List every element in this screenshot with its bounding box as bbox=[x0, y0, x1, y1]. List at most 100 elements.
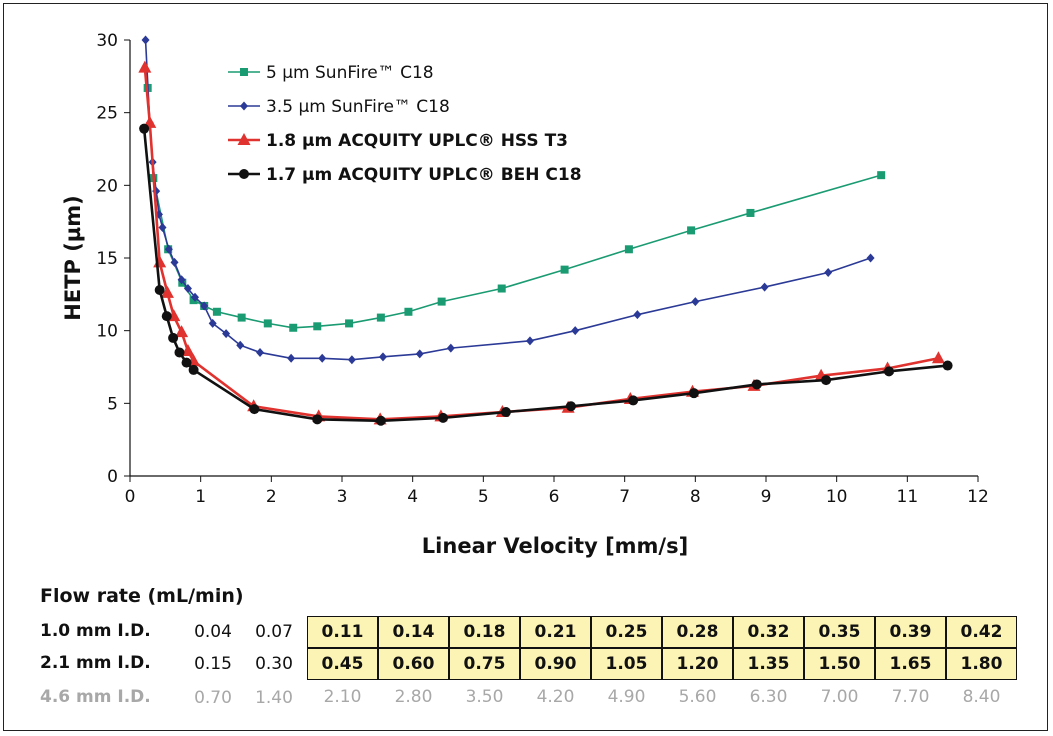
data-point-square bbox=[437, 297, 446, 306]
data-point-square bbox=[746, 208, 755, 217]
flow-value-cell: 0.32 bbox=[733, 616, 804, 648]
data-point-diamond bbox=[446, 343, 455, 353]
data-point-diamond bbox=[571, 326, 580, 336]
data-point-diamond bbox=[378, 352, 387, 362]
flow-value-plain: 1.40 bbox=[255, 688, 293, 708]
data-point-diamond bbox=[183, 284, 192, 294]
series-diamond bbox=[141, 35, 875, 365]
flow-value-plain: 0.70 bbox=[194, 688, 232, 708]
x-tick-label: 0 bbox=[125, 487, 136, 507]
data-point-square bbox=[240, 68, 248, 76]
series-square bbox=[143, 83, 886, 332]
data-point-circle bbox=[942, 360, 953, 371]
flow-value-cell: 1.20 bbox=[662, 648, 733, 680]
figure-frame bbox=[3, 3, 1048, 731]
data-point-square bbox=[560, 265, 569, 274]
flow-value-cell: 1.35 bbox=[733, 648, 804, 680]
data-point-diamond bbox=[415, 349, 424, 359]
data-point-circle bbox=[239, 169, 249, 179]
x-tick-label: 2 bbox=[266, 487, 277, 507]
flow-value-plain: 2.80 bbox=[394, 687, 433, 707]
data-point-diamond bbox=[691, 297, 700, 307]
data-point-diamond bbox=[236, 340, 245, 350]
legend-entry: 5 µm SunFire™ C18 bbox=[228, 63, 434, 83]
flow-value-plain: 0.15 bbox=[194, 654, 232, 674]
data-point-circle bbox=[188, 364, 199, 375]
flow-value-cell: 0.11 bbox=[307, 616, 378, 648]
flow-value-cell: 0.90 bbox=[520, 648, 591, 680]
flow-value-plain: 0.07 bbox=[255, 622, 293, 642]
flow-value-plain: 4.90 bbox=[607, 687, 646, 707]
data-point-circle bbox=[168, 332, 179, 343]
flow-rate-title: Flow rate (mL/min) bbox=[40, 585, 244, 607]
flow-value-cell: 0.18 bbox=[449, 616, 520, 648]
data-point-square bbox=[345, 319, 354, 328]
x-tick-label: 9 bbox=[761, 487, 772, 507]
x-tick-label: 5 bbox=[478, 487, 489, 507]
data-point-circle bbox=[161, 311, 172, 322]
data-point-diamond bbox=[347, 355, 356, 365]
data-point-circle bbox=[174, 347, 185, 358]
data-point-diamond bbox=[287, 353, 296, 363]
flow-value-plain: 2.10 bbox=[323, 687, 362, 707]
data-point-triangle bbox=[175, 325, 189, 338]
y-axis-label: HETP (µm) bbox=[61, 195, 85, 320]
data-point-triangle bbox=[181, 344, 195, 357]
legend-label: 3.5 µm SunFire™ C18 bbox=[266, 97, 450, 117]
data-point-circle bbox=[500, 407, 511, 418]
series-triangle bbox=[138, 60, 945, 425]
data-point-circle bbox=[751, 379, 762, 390]
flow-value-cell: 1.65 bbox=[875, 648, 946, 680]
data-point-circle bbox=[375, 415, 386, 426]
flow-value-cell: 0.35 bbox=[804, 616, 875, 648]
legend-label: 5 µm SunFire™ C18 bbox=[266, 63, 434, 83]
flow-value-plain: 3.50 bbox=[465, 687, 504, 707]
data-point-diamond bbox=[525, 336, 534, 346]
data-point-circle bbox=[821, 375, 832, 386]
flow-value-plain: 0.30 bbox=[255, 654, 293, 674]
flow-value-cell: 0.75 bbox=[449, 648, 520, 680]
data-point-diamond bbox=[170, 257, 179, 267]
flow-value-plain: 7.00 bbox=[820, 687, 859, 707]
y-tick-label: 15 bbox=[96, 249, 118, 269]
legend-entry: 1.7 µm ACQUITY UPLC® BEH C18 bbox=[228, 165, 582, 185]
x-tick-label: 1 bbox=[195, 487, 206, 507]
flow-value-cell: 0.60 bbox=[378, 648, 449, 680]
flow-value-plain: 4.20 bbox=[536, 687, 575, 707]
data-point-circle bbox=[438, 412, 449, 423]
x-tick-label: 7 bbox=[619, 487, 630, 507]
y-tick-label: 10 bbox=[96, 322, 118, 342]
flow-value-cell: 1.80 bbox=[946, 648, 1017, 680]
data-point-circle bbox=[628, 395, 639, 406]
x-tick-label: 3 bbox=[337, 487, 348, 507]
data-point-diamond bbox=[760, 282, 769, 292]
flow-row-label: 4.6 mm I.D. bbox=[40, 687, 151, 707]
flow-value-plain: 5.60 bbox=[678, 687, 717, 707]
data-point-square bbox=[212, 307, 221, 316]
series-line bbox=[146, 87, 882, 329]
flow-value-cell: 0.42 bbox=[946, 616, 1017, 648]
data-point-square bbox=[289, 323, 298, 332]
data-point-square bbox=[237, 313, 246, 322]
flow-value-cell: 0.14 bbox=[378, 616, 449, 648]
data-point-diamond bbox=[177, 275, 186, 285]
data-point-diamond bbox=[633, 310, 642, 320]
data-point-diamond bbox=[158, 222, 167, 232]
data-point-diamond bbox=[141, 35, 150, 45]
flow-value-cell: 0.21 bbox=[520, 616, 591, 648]
legend-entry: 1.8 µm ACQUITY UPLC® HSS T3 bbox=[228, 131, 568, 151]
y-tick-label: 25 bbox=[96, 104, 118, 124]
data-point-square bbox=[497, 284, 506, 293]
flow-value-plain: 0.04 bbox=[194, 622, 232, 642]
series-line bbox=[143, 67, 939, 421]
y-tick-label: 0 bbox=[107, 467, 118, 487]
flow-row-label: 1.0 mm I.D. bbox=[40, 621, 151, 641]
data-point-circle bbox=[139, 123, 150, 134]
data-point-diamond bbox=[866, 253, 875, 263]
data-point-square bbox=[404, 307, 413, 316]
data-point-diamond bbox=[256, 347, 265, 357]
data-point-diamond bbox=[318, 353, 327, 363]
flow-value-cell: 0.39 bbox=[875, 616, 946, 648]
x-axis-label: Linear Velocity [mm/s] bbox=[422, 534, 688, 558]
